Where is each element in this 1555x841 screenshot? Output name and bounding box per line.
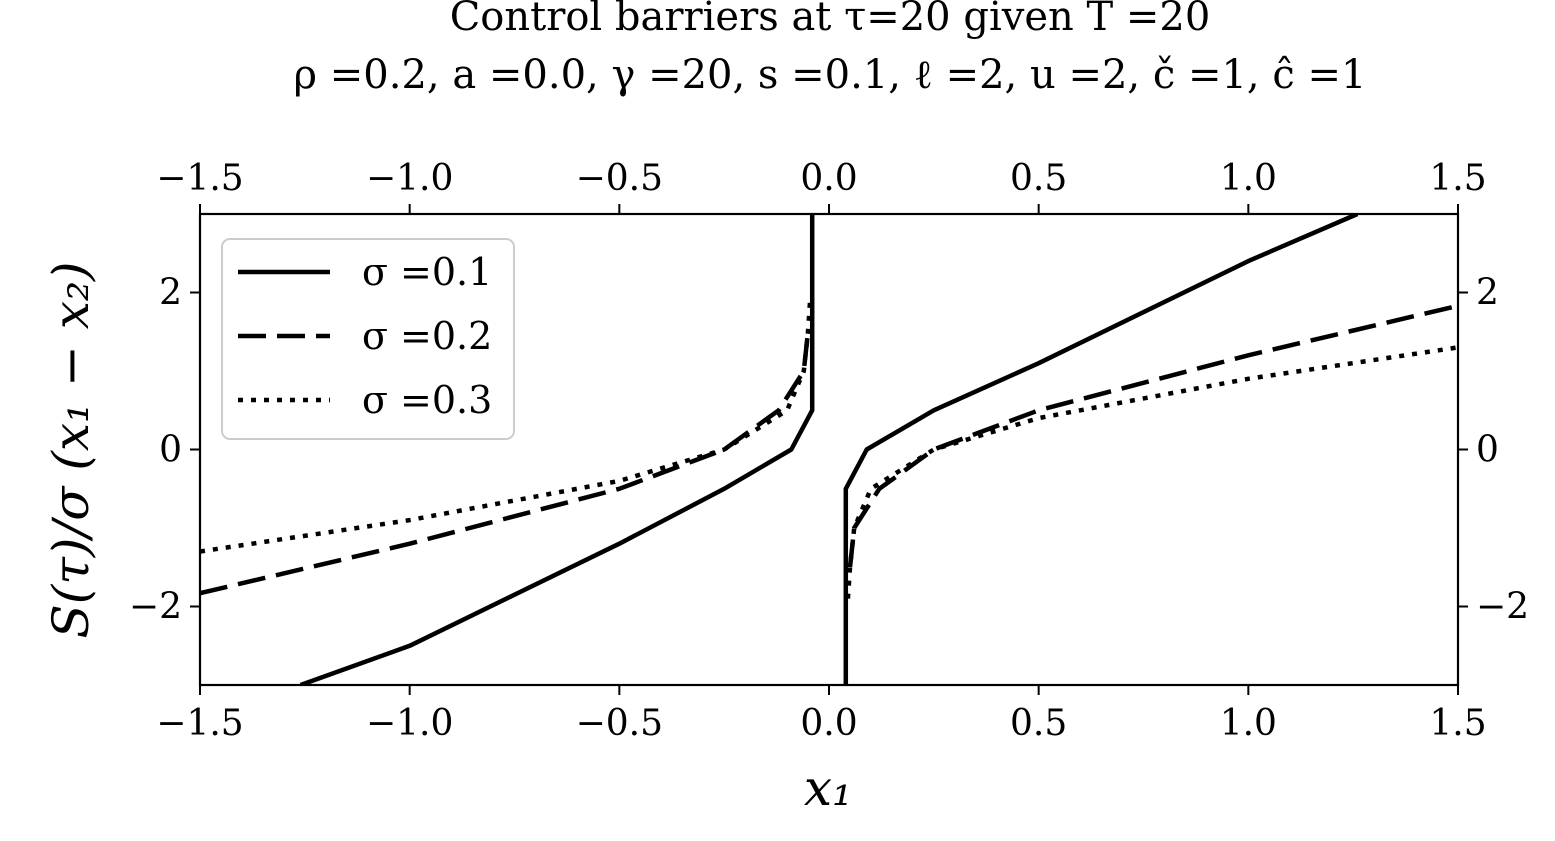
x-tick-label-top: 1.5 [1429, 158, 1486, 199]
x-tick-label-bottom: 1.5 [1429, 703, 1486, 744]
legend-label-2: σ =0.2 [362, 314, 492, 358]
series-group [200, 214, 1458, 685]
series-line-3-segment-2 [845, 345, 1458, 599]
legend-label-3: σ =0.3 [362, 378, 492, 422]
x-tick-label-bottom: 1.0 [1220, 703, 1277, 744]
x-tick-label-top: −1.0 [366, 158, 453, 199]
x-tick-label-top: 0.5 [1010, 158, 1067, 199]
legend: σ =0.1 σ =0.2 σ =0.3 [221, 238, 515, 440]
legend-box [221, 238, 515, 440]
x-tick-label-bottom: −0.5 [576, 703, 663, 744]
x-axis-label: x₁ [804, 759, 852, 817]
plot-area: −1.5 −1.5 −1.0 −1.0 −0.5 −0.5 0.0 0.0 0.5 0.5 1.0 1… [129, 158, 1529, 744]
legend-label-1: σ =0.1 [362, 250, 492, 294]
x-tick-label-bottom: 0.5 [1010, 703, 1067, 744]
chart-title: Control barriers at τ=20 given T =20 [450, 0, 1211, 40]
x-tick-label-top: 0.0 [800, 158, 857, 199]
y-tick-label-left: −2 [129, 587, 182, 628]
y-tick-label-right: 2 [1476, 273, 1499, 314]
y-tick-label-left: 0 [159, 430, 182, 471]
x-tick-label-top: 1.0 [1220, 158, 1277, 199]
x-tick-label-bottom: −1.5 [156, 703, 243, 744]
x-tick-label-bottom: 0.0 [800, 703, 857, 744]
series-line-1-segment-2 [843, 214, 1359, 685]
y-axis-label: S(τ)/σ (x₁ − x₂) [42, 262, 100, 639]
x-tick-label-top: −0.5 [576, 158, 663, 199]
chart-subtitle: ρ =0.2, a =0.0, γ =20, s =0.1, ℓ =2, u =… [294, 52, 1367, 98]
y-tick-label-right: 0 [1476, 430, 1499, 471]
x-tick-label-bottom: −1.0 [366, 703, 453, 744]
series-line-2-segment-1 [200, 331, 811, 596]
series-line-1-segment-1 [299, 214, 815, 685]
series-line-2-segment-2 [847, 303, 1458, 568]
y-tick-label-left: 2 [159, 273, 182, 314]
x-tick-label-top: −1.5 [156, 158, 243, 199]
series-line-3-segment-1 [200, 300, 813, 554]
y-tick-label-right: −2 [1476, 587, 1529, 628]
